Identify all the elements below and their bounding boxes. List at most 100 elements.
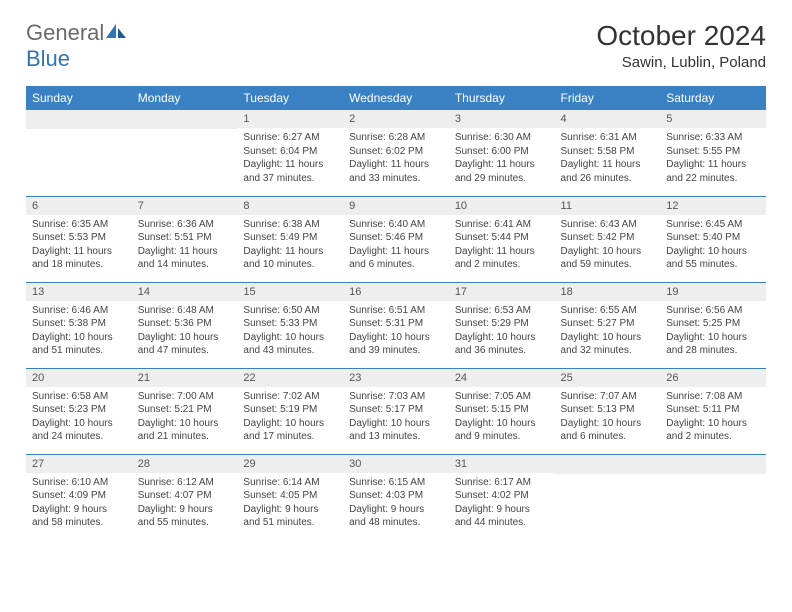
sunrise-text: Sunrise: 7:03 AM <box>349 390 443 404</box>
sunset-text: Sunset: 6:02 PM <box>349 145 443 159</box>
sunrise-text: Sunrise: 6:50 AM <box>243 304 337 318</box>
daylight-text: Daylight: 10 hours and 36 minutes. <box>455 331 549 358</box>
header: GeneralBlue October 2024 Sawin, Lublin, … <box>26 20 766 72</box>
daylight-text: Daylight: 10 hours and 24 minutes. <box>32 417 126 444</box>
day-number-blank <box>132 110 238 129</box>
day-number: 5 <box>660 110 766 128</box>
sunrise-text: Sunrise: 6:48 AM <box>138 304 232 318</box>
daylight-text: Daylight: 11 hours and 10 minutes. <box>243 245 337 272</box>
day-number: 31 <box>449 455 555 473</box>
day-content: Sunrise: 7:02 AMSunset: 5:19 PMDaylight:… <box>237 387 343 450</box>
daylight-text: Daylight: 10 hours and 39 minutes. <box>349 331 443 358</box>
day-content: Sunrise: 6:27 AMSunset: 6:04 PMDaylight:… <box>237 128 343 191</box>
sunrise-text: Sunrise: 7:08 AM <box>666 390 760 404</box>
day-content: Sunrise: 6:56 AMSunset: 5:25 PMDaylight:… <box>660 301 766 364</box>
daylight-text: Daylight: 11 hours and 18 minutes. <box>32 245 126 272</box>
daylight-text: Daylight: 11 hours and 6 minutes. <box>349 245 443 272</box>
sunset-text: Sunset: 5:36 PM <box>138 317 232 331</box>
daylight-text: Daylight: 11 hours and 37 minutes. <box>243 158 337 185</box>
day-content: Sunrise: 6:46 AMSunset: 5:38 PMDaylight:… <box>26 301 132 364</box>
calendar-cell: 4Sunrise: 6:31 AMSunset: 5:58 PMDaylight… <box>555 110 661 196</box>
sunset-text: Sunset: 4:09 PM <box>32 489 126 503</box>
month-title: October 2024 <box>596 20 766 52</box>
daylight-text: Daylight: 10 hours and 9 minutes. <box>455 417 549 444</box>
sunset-text: Sunset: 5:44 PM <box>455 231 549 245</box>
sunrise-text: Sunrise: 6:35 AM <box>32 218 126 232</box>
day-number: 16 <box>343 283 449 301</box>
sunset-text: Sunset: 6:04 PM <box>243 145 337 159</box>
day-header: Monday <box>132 86 238 110</box>
day-header: Thursday <box>449 86 555 110</box>
daylight-text: Daylight: 11 hours and 29 minutes. <box>455 158 549 185</box>
daylight-text: Daylight: 10 hours and 21 minutes. <box>138 417 232 444</box>
calendar-cell: 1Sunrise: 6:27 AMSunset: 6:04 PMDaylight… <box>237 110 343 196</box>
sunrise-text: Sunrise: 6:38 AM <box>243 218 337 232</box>
day-header: Wednesday <box>343 86 449 110</box>
sunset-text: Sunset: 6:00 PM <box>455 145 549 159</box>
sunset-text: Sunset: 5:55 PM <box>666 145 760 159</box>
day-header: Saturday <box>660 86 766 110</box>
day-content: Sunrise: 6:17 AMSunset: 4:02 PMDaylight:… <box>449 473 555 536</box>
sunrise-text: Sunrise: 6:12 AM <box>138 476 232 490</box>
sunrise-text: Sunrise: 6:45 AM <box>666 218 760 232</box>
daylight-text: Daylight: 10 hours and 59 minutes. <box>561 245 655 272</box>
day-content: Sunrise: 7:08 AMSunset: 5:11 PMDaylight:… <box>660 387 766 450</box>
calendar-cell: 16Sunrise: 6:51 AMSunset: 5:31 PMDayligh… <box>343 282 449 368</box>
daylight-text: Daylight: 11 hours and 14 minutes. <box>138 245 232 272</box>
day-content: Sunrise: 6:35 AMSunset: 5:53 PMDaylight:… <box>26 215 132 278</box>
sunset-text: Sunset: 5:51 PM <box>138 231 232 245</box>
calendar-cell: 21Sunrise: 7:00 AMSunset: 5:21 PMDayligh… <box>132 368 238 454</box>
day-number: 26 <box>660 369 766 387</box>
logo-general: General <box>26 20 104 45</box>
sunset-text: Sunset: 5:29 PM <box>455 317 549 331</box>
daylight-text: Daylight: 10 hours and 2 minutes. <box>666 417 760 444</box>
sunrise-text: Sunrise: 6:56 AM <box>666 304 760 318</box>
calendar-cell-blank <box>555 454 661 540</box>
daylight-text: Daylight: 10 hours and 32 minutes. <box>561 331 655 358</box>
day-number: 18 <box>555 283 661 301</box>
sunset-text: Sunset: 5:13 PM <box>561 403 655 417</box>
calendar-cell: 6Sunrise: 6:35 AMSunset: 5:53 PMDaylight… <box>26 196 132 282</box>
daylight-text: Daylight: 9 hours and 58 minutes. <box>32 503 126 530</box>
sunset-text: Sunset: 4:05 PM <box>243 489 337 503</box>
sunrise-text: Sunrise: 7:02 AM <box>243 390 337 404</box>
sunset-text: Sunset: 5:31 PM <box>349 317 443 331</box>
sunrise-text: Sunrise: 6:27 AM <box>243 131 337 145</box>
day-number: 12 <box>660 197 766 215</box>
day-content: Sunrise: 6:10 AMSunset: 4:09 PMDaylight:… <box>26 473 132 536</box>
daylight-text: Daylight: 10 hours and 47 minutes. <box>138 331 232 358</box>
calendar-row: 6Sunrise: 6:35 AMSunset: 5:53 PMDaylight… <box>26 196 766 282</box>
day-content: Sunrise: 6:14 AMSunset: 4:05 PMDaylight:… <box>237 473 343 536</box>
sunrise-text: Sunrise: 7:05 AM <box>455 390 549 404</box>
daylight-text: Daylight: 10 hours and 6 minutes. <box>561 417 655 444</box>
calendar-cell: 2Sunrise: 6:28 AMSunset: 6:02 PMDaylight… <box>343 110 449 196</box>
day-content: Sunrise: 6:55 AMSunset: 5:27 PMDaylight:… <box>555 301 661 364</box>
day-number: 30 <box>343 455 449 473</box>
day-content: Sunrise: 6:30 AMSunset: 6:00 PMDaylight:… <box>449 128 555 191</box>
day-content: Sunrise: 6:43 AMSunset: 5:42 PMDaylight:… <box>555 215 661 278</box>
day-number: 13 <box>26 283 132 301</box>
day-number: 4 <box>555 110 661 128</box>
day-number: 15 <box>237 283 343 301</box>
daylight-text: Daylight: 10 hours and 55 minutes. <box>666 245 760 272</box>
sunrise-text: Sunrise: 6:15 AM <box>349 476 443 490</box>
calendar-cell: 25Sunrise: 7:07 AMSunset: 5:13 PMDayligh… <box>555 368 661 454</box>
sunset-text: Sunset: 5:40 PM <box>666 231 760 245</box>
calendar-cell: 28Sunrise: 6:12 AMSunset: 4:07 PMDayligh… <box>132 454 238 540</box>
day-number: 28 <box>132 455 238 473</box>
calendar-body: 1Sunrise: 6:27 AMSunset: 6:04 PMDaylight… <box>26 110 766 540</box>
day-content: Sunrise: 6:38 AMSunset: 5:49 PMDaylight:… <box>237 215 343 278</box>
sunrise-text: Sunrise: 6:55 AM <box>561 304 655 318</box>
sunset-text: Sunset: 5:49 PM <box>243 231 337 245</box>
daylight-text: Daylight: 11 hours and 22 minutes. <box>666 158 760 185</box>
day-number: 14 <box>132 283 238 301</box>
daylight-text: Daylight: 11 hours and 26 minutes. <box>561 158 655 185</box>
day-content: Sunrise: 7:07 AMSunset: 5:13 PMDaylight:… <box>555 387 661 450</box>
day-number: 6 <box>26 197 132 215</box>
day-content: Sunrise: 6:31 AMSunset: 5:58 PMDaylight:… <box>555 128 661 191</box>
daylight-text: Daylight: 9 hours and 55 minutes. <box>138 503 232 530</box>
calendar-cell-blank <box>132 110 238 196</box>
day-number-blank <box>555 455 661 474</box>
sunset-text: Sunset: 4:02 PM <box>455 489 549 503</box>
day-number: 29 <box>237 455 343 473</box>
